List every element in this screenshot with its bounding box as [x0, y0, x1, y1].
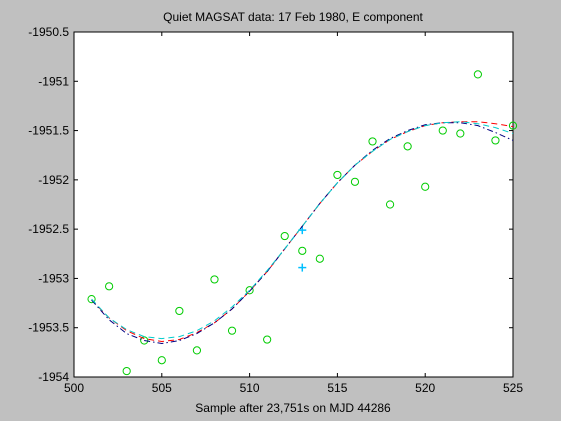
data-point-circle: [87, 295, 96, 304]
data-point-circle: [438, 126, 447, 135]
data-point-circle: [122, 366, 131, 376]
data-point-circle: [508, 121, 518, 130]
data-point-circle: [280, 231, 289, 241]
y-tick-label: -1951.5: [28, 124, 69, 138]
y-tick-label: -1954: [38, 370, 69, 384]
data-point-circle: [421, 182, 430, 191]
data-point-circle: [368, 137, 377, 146]
y-tick-label: -1952.5: [28, 222, 69, 236]
data-point-circle: [157, 356, 166, 365]
y-tick-label: -1953: [38, 271, 69, 285]
x-tick-label: 500: [64, 381, 84, 395]
series-layer: [87, 70, 518, 376]
chart-title: Quiet MAGSAT data: 17 Feb 1980, E compon…: [163, 10, 423, 24]
y-tick-label: -1951: [38, 74, 69, 88]
y-tick-label: -1952: [38, 173, 69, 187]
ticks-layer: 500 505 510 515 520 525 -1950.5 -1951 -1951.5 -19…: [28, 25, 523, 395]
data-point-circle: [227, 326, 237, 335]
data-point-circle: [298, 246, 307, 255]
y-tick-label: -1953.5: [28, 321, 69, 335]
data-point-circle: [491, 136, 500, 145]
data-point-circle: [385, 200, 395, 209]
x-tick-label: 505: [152, 381, 172, 395]
data-point-circle: [105, 282, 114, 291]
data-point-circle: [192, 346, 202, 355]
data-point-circle: [456, 129, 465, 138]
data-point-circle: [263, 335, 272, 344]
data-point-circle: [473, 70, 482, 79]
x-tick-label: 515: [327, 381, 347, 395]
x-tick-label: 520: [415, 381, 435, 395]
data-point-circle: [333, 170, 342, 180]
data-point-plus: [298, 263, 307, 272]
data-point-circle: [350, 177, 360, 186]
series-line-3: [91, 122, 514, 345]
data-point-circle: [245, 286, 254, 295]
series-line-4: [91, 121, 514, 340]
data-point-circle: [210, 275, 219, 284]
x-tick-label: 510: [240, 381, 260, 395]
data-point-circle: [175, 306, 184, 316]
x-axis-label: Sample after 23,751s on MJD 44286: [195, 401, 391, 415]
x-tick-label: 525: [503, 381, 523, 395]
y-tick-label: -1950.5: [28, 25, 69, 39]
data-point-circle: [315, 254, 324, 263]
data-point-circle: [403, 142, 412, 151]
plot-area: [73, 31, 514, 378]
